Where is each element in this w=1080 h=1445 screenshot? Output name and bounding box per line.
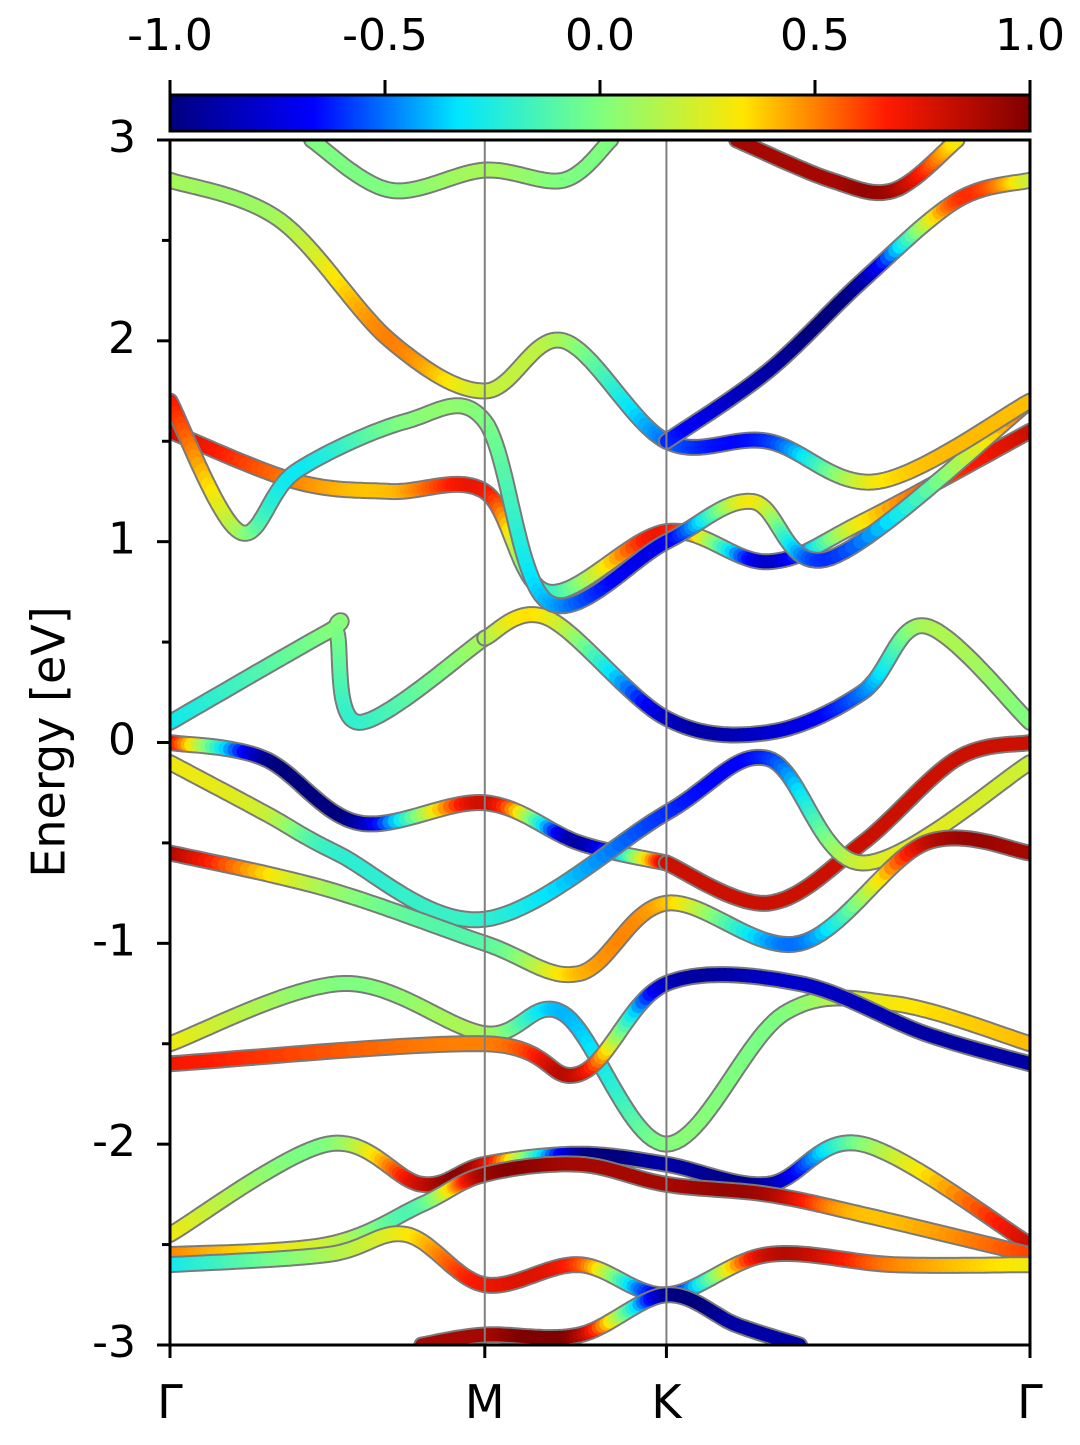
y-axis-label: Energy [eV]	[22, 606, 76, 877]
colorbar-tick-label: -1.0	[127, 10, 213, 61]
y-tick-label: 2	[108, 313, 136, 364]
y-tick-label: 3	[108, 112, 136, 163]
k-point-label: Γ	[1017, 1375, 1043, 1429]
band-9	[170, 1164, 1030, 1255]
band-lines	[170, 140, 1030, 1345]
band-13	[170, 180, 1030, 482]
colorbar-tick-label: 0.5	[780, 10, 850, 61]
y-tick-label: -2	[92, 1116, 136, 1167]
band-0	[170, 621, 485, 723]
colorbar-tick-label: 1.0	[995, 10, 1065, 61]
band-outline	[170, 1164, 1030, 1255]
k-point-label: K	[651, 1375, 683, 1429]
y-tick-label: 1	[108, 514, 136, 565]
band-16	[737, 140, 957, 193]
band-1	[485, 615, 1030, 735]
band-outline	[170, 180, 1030, 482]
y-tick-label: -3	[92, 1317, 136, 1368]
band-14	[666, 180, 1030, 441]
colorbar-tick-label: -0.5	[342, 10, 428, 61]
band-17	[422, 1295, 800, 1345]
colorbar: -1.0 -0.5 0.0 0.5 1.0	[127, 10, 1065, 131]
y-tick-label: -1	[92, 915, 136, 966]
band-15	[312, 140, 611, 191]
colorbar-tick-label: 0.0	[565, 10, 635, 61]
y-axis: 3 2 1 0 -1 -2 -3	[92, 112, 170, 1368]
k-point-label: M	[465, 1375, 505, 1429]
colorbar-gradient	[170, 95, 1030, 131]
k-point-label: Γ	[157, 1375, 183, 1429]
y-tick-label: 0	[108, 715, 136, 766]
